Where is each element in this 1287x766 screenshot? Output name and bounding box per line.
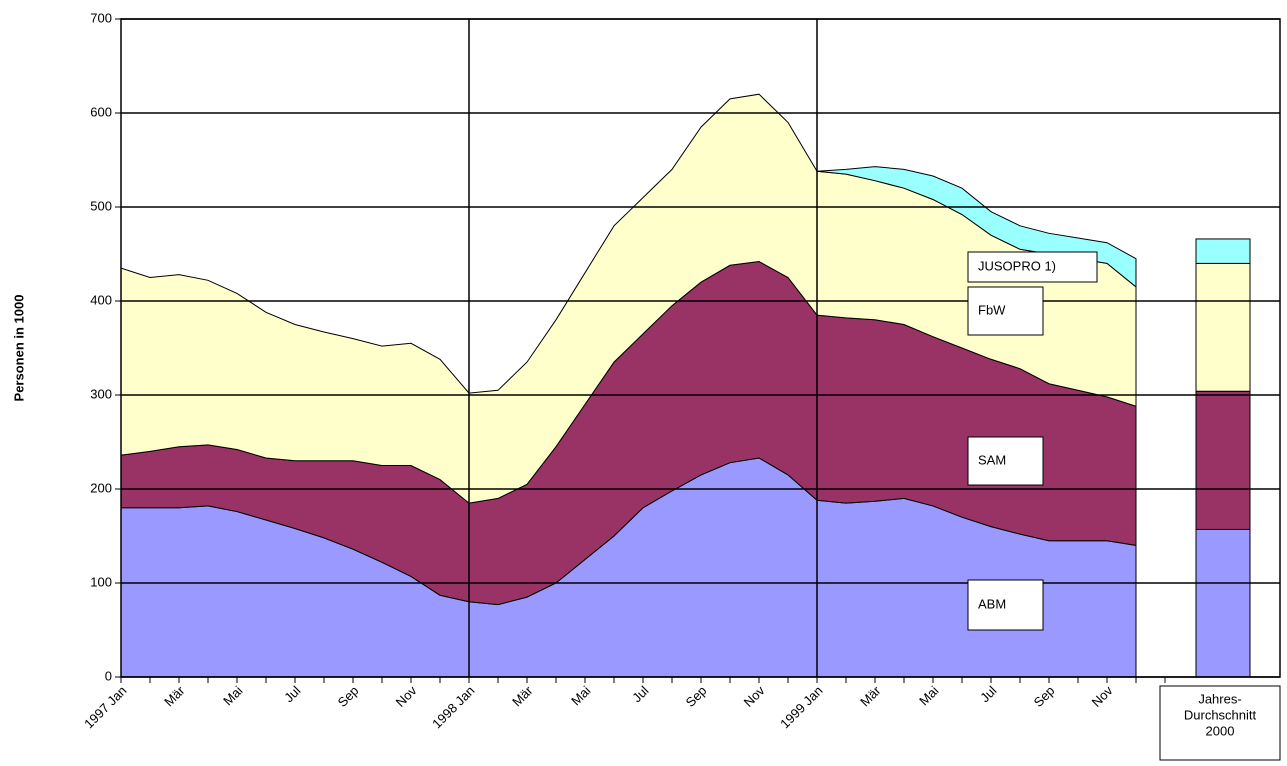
series-label: FbW [978,302,1006,317]
x-tick-label: Mai [568,683,593,708]
average-bar-segment [1195,262,1251,392]
average-label-box [1159,685,1281,761]
series-label-box [967,579,1044,631]
x-tick-label: Mär [161,682,188,709]
y-axis-label: Personen in 1000 [11,295,26,402]
x-tick-label: Mär [509,682,536,709]
y-tick-label: 700 [90,10,112,25]
average-label: 2000 [1206,723,1235,738]
average-label: Jahres- [1198,691,1241,706]
x-tick-label: Sep [1031,683,1058,710]
x-tick-label: Jul [977,683,999,705]
x-tick-label: 1997 Jan [81,683,129,731]
y-tick-label: 500 [90,198,112,213]
area [816,166,1137,288]
x-tick-label: Mär [857,682,884,709]
y-tick-label: 400 [90,292,112,307]
series-label: JUSOPRO 1) [978,258,1056,273]
series-label-box [967,286,1044,336]
x-tick-label: Jul [281,683,303,705]
x-tick-label: Sep [335,683,362,710]
x-tick-label: Nov [393,683,420,710]
y-tick-label: 300 [90,386,112,401]
x-tick-label: Nov [1089,683,1116,710]
x-tick-label: 1999 Jan [777,683,825,731]
y-tick-label: 200 [90,480,112,495]
average-label: Durchschnitt [1184,707,1257,722]
x-tick-label: 1998 Jan [429,683,477,731]
y-tick-label: 600 [90,104,112,119]
y-tick-label: 0 [105,668,112,683]
series-label-box [967,251,1098,283]
x-tick-label: Mai [220,683,245,708]
x-tick-label: Jul [629,683,651,705]
x-tick-label: Mai [916,683,941,708]
series-label: ABM [978,596,1006,611]
average-bar-segment [1195,238,1251,264]
x-tick-label: Sep [683,683,710,710]
y-tick-label: 100 [90,574,112,589]
x-tick-label: Nov [741,683,768,710]
series-label: SAM [978,452,1006,467]
average-bar-segment [1195,528,1251,678]
series-label-box [967,436,1044,486]
average-bar-segment [1195,390,1251,530]
